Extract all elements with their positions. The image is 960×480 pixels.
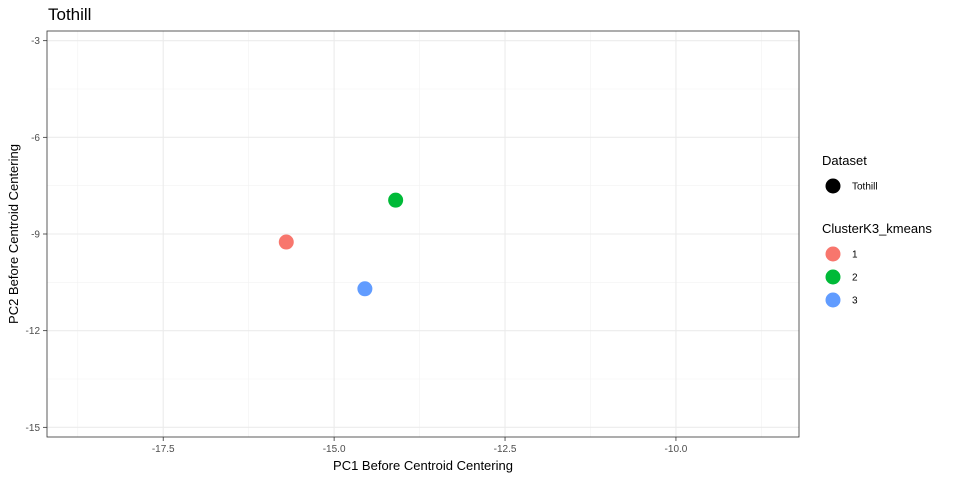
x-axis-ticks: -17.5 -15.0 -12.5 -10.0 bbox=[152, 437, 688, 455]
legend-key bbox=[826, 247, 841, 262]
x-tick-label: -17.5 bbox=[152, 444, 175, 455]
chart-title: Tothill bbox=[48, 5, 91, 24]
data-point-cluster-3 bbox=[357, 281, 372, 296]
y-tick-label: -3 bbox=[31, 36, 40, 47]
legend-label: 1 bbox=[852, 250, 858, 261]
legend-key bbox=[826, 270, 841, 285]
y-tick-label: -6 bbox=[31, 133, 40, 144]
legend-label: 2 bbox=[852, 273, 858, 284]
legend-label: 3 bbox=[852, 296, 858, 307]
legend-key bbox=[826, 179, 841, 194]
legend: Dataset Tothill ClusterK3_kmeans 1 2 3 bbox=[822, 153, 932, 308]
data-point-cluster-2 bbox=[388, 193, 403, 208]
x-tick-label: -15.0 bbox=[323, 444, 346, 455]
y-axis-ticks: -3 -6 -9 -12 -15 bbox=[26, 36, 47, 434]
x-axis-title: PC1 Before Centroid Centering bbox=[333, 458, 513, 473]
legend-title: Dataset bbox=[822, 153, 867, 168]
legend-title: ClusterK3_kmeans bbox=[822, 221, 932, 236]
data-point-cluster-1 bbox=[279, 235, 294, 250]
legend-label: Tothill bbox=[852, 182, 878, 193]
x-tick-label: -12.5 bbox=[494, 444, 517, 455]
legend-key bbox=[826, 293, 841, 308]
y-tick-label: -9 bbox=[31, 230, 40, 241]
y-tick-label: -12 bbox=[26, 326, 41, 337]
y-axis-title: PC2 Before Centroid Centering bbox=[6, 144, 21, 324]
x-tick-label: -10.0 bbox=[665, 444, 688, 455]
y-tick-label: -15 bbox=[26, 423, 41, 434]
